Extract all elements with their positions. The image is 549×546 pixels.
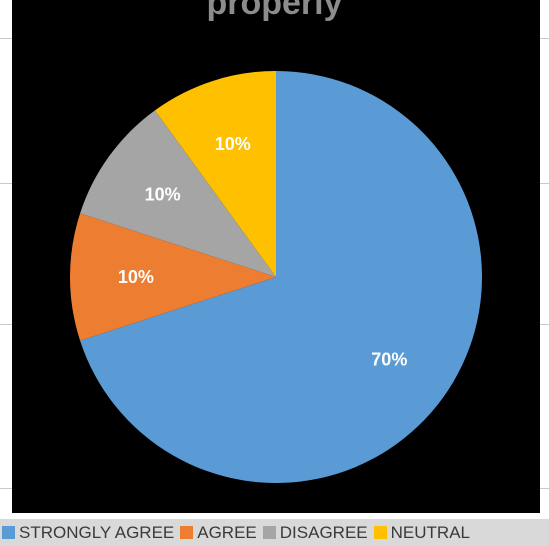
legend-item: NEUTRAL	[373, 519, 470, 546]
legend-swatch	[2, 526, 15, 539]
legend-label: NEUTRAL	[390, 523, 470, 542]
pie-chart: 70% 10% 10% 10%	[70, 71, 482, 483]
legend-item: AGREE	[180, 519, 257, 546]
pie-slice-neutral	[154, 71, 276, 277]
pie-slice-agree	[70, 213, 276, 341]
legend: STRONGLY AGREE AGREE DISAGREE NEUTRAL	[0, 519, 549, 546]
legend-label: AGREE	[197, 523, 257, 542]
data-label: 10%	[215, 134, 251, 154]
legend-swatch	[262, 526, 276, 539]
legend-label: DISAGREE	[279, 523, 368, 542]
data-label: 70%	[371, 349, 407, 369]
legend-item: STRONGLY AGREE	[2, 519, 174, 546]
data-label: 10%	[118, 267, 154, 287]
pie-slice-disagree	[80, 110, 276, 277]
data-label: 10%	[145, 185, 181, 205]
pie-slice-strongly-agree	[80, 71, 482, 483]
chart-title: properly	[206, 0, 343, 22]
legend-item: DISAGREE	[262, 519, 368, 546]
legend-swatch	[180, 526, 194, 539]
legend-label: STRONGLY AGREE	[19, 523, 175, 542]
legend-swatch	[373, 526, 387, 539]
chart-area: 70% 10% 10% 10%	[12, 0, 540, 513]
